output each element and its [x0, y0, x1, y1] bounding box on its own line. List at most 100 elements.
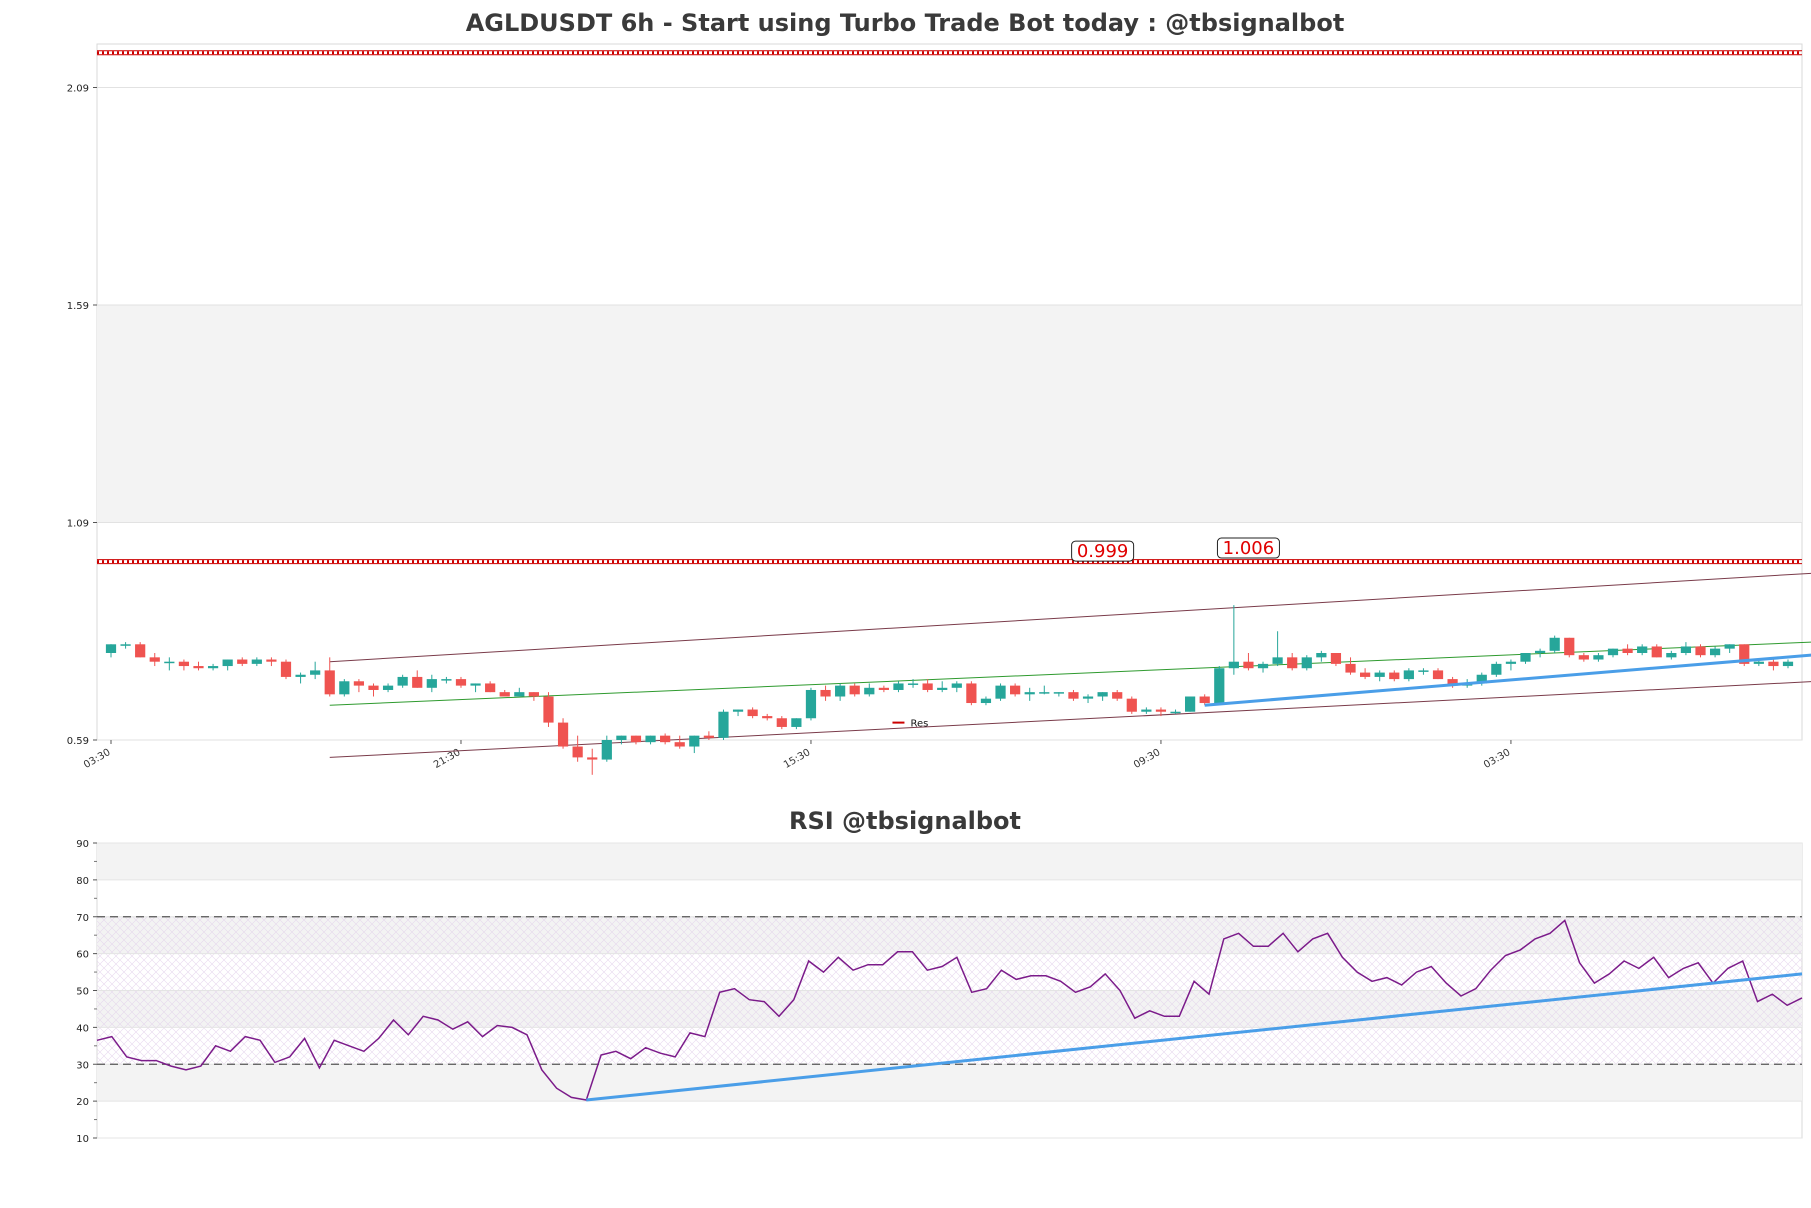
- candle-body: [1768, 661, 1779, 667]
- candle-body: [587, 757, 598, 760]
- candle-body: [1680, 646, 1692, 653]
- price-x-tick-label: 15:30: [782, 747, 812, 771]
- candle-body: [1709, 648, 1721, 656]
- candle-body: [368, 685, 379, 690]
- candle-body: [1578, 655, 1589, 660]
- support-trend-line: [1204, 653, 1811, 707]
- candle-body: [995, 685, 1006, 699]
- candle-body: [135, 644, 146, 658]
- candle-body: [412, 676, 423, 688]
- candle-body: [1476, 674, 1487, 684]
- candle-body: [1301, 657, 1312, 669]
- price-x-tick-label: 09:30: [1132, 747, 1162, 771]
- price-y-tick-label: 1.09: [67, 519, 89, 530]
- price-y-tick-label: 1.59: [67, 301, 89, 312]
- price-x-tick-label: 03:30: [82, 747, 112, 771]
- candle-body: [1695, 646, 1706, 656]
- candle-body: [966, 683, 977, 704]
- candle-body: [1345, 663, 1356, 673]
- candle-body: [1651, 646, 1662, 658]
- candle-body: [397, 676, 408, 686]
- candle-body: [1666, 653, 1677, 658]
- candle-body: [382, 685, 394, 690]
- channel-lower-line: [329, 681, 1811, 758]
- candle-body: [324, 670, 335, 695]
- price-annotation-label: 0.999: [1077, 541, 1129, 562]
- candle-body: [295, 674, 306, 677]
- candle-body: [1505, 661, 1517, 664]
- rsi-y-tick-label: 10: [76, 1134, 89, 1145]
- candle-body: [1185, 696, 1196, 712]
- candle-body: [980, 698, 992, 704]
- candle-body: [616, 735, 627, 740]
- candle-body: [1214, 668, 1225, 704]
- rsi-chart-panel: 10 20 30 40 50 60 70 80 90: [76, 839, 1803, 1145]
- rsi-line: [96, 919, 1803, 1101]
- candle-body: [776, 718, 787, 727]
- rsi-y-tick-label: 30: [76, 1060, 89, 1071]
- candle-body: [543, 696, 554, 723]
- rsi-band: [97, 843, 1802, 880]
- candle-body: [1155, 709, 1167, 712]
- candle-body: [514, 692, 525, 697]
- candle-body: [1782, 661, 1794, 667]
- candle-body: [601, 740, 612, 760]
- candle-body: [1374, 672, 1385, 677]
- candle-body: [1199, 696, 1210, 704]
- price-y-tick-label: 2.09: [67, 84, 89, 95]
- candle-body: [1316, 653, 1327, 658]
- price-x-tick-label: 03:30: [1482, 747, 1512, 771]
- candle-body: [1228, 661, 1239, 669]
- price-band: [97, 305, 1802, 523]
- candle-body: [1724, 644, 1735, 649]
- price-y-tick-label: 0.59: [67, 736, 89, 747]
- candle-body: [1607, 648, 1619, 656]
- candle-body: [703, 735, 714, 738]
- candle-body: [864, 687, 875, 695]
- candle-body: [1739, 644, 1750, 664]
- candle-body: [280, 661, 292, 677]
- price-annotation-box: [1071, 540, 1135, 562]
- candle-body: [747, 709, 758, 717]
- candle-body: [674, 742, 685, 747]
- candle-body: [1068, 692, 1079, 699]
- price-annotation-label: 1.006: [1223, 538, 1275, 559]
- candle-body: [1593, 655, 1604, 660]
- candle-body: [630, 735, 642, 743]
- candle-body: [528, 692, 539, 697]
- candle-body: [557, 722, 569, 747]
- candle-body: [937, 687, 948, 690]
- candle-body: [645, 735, 656, 743]
- candle-body: [1112, 692, 1123, 699]
- rsi-trend-line: [586, 972, 1803, 1102]
- rsi-band: [97, 1064, 1802, 1102]
- rsi-y-tick-label: 80: [76, 876, 89, 887]
- candle-body: [762, 716, 773, 719]
- rsi-y-tick-label: 20: [76, 1097, 89, 1108]
- candle-body: [1257, 663, 1269, 669]
- candle-body: [1753, 661, 1764, 664]
- candle-body: [149, 657, 160, 662]
- rsi-y-tick-label: 60: [76, 950, 89, 961]
- candle-body: [1447, 679, 1458, 686]
- candle-body: [1534, 650, 1546, 653]
- candle-body: [1432, 670, 1444, 680]
- candle-body: [689, 735, 700, 747]
- candle-body: [922, 683, 933, 690]
- rsi-chart-title: RSI @tbsignalbot: [789, 807, 1021, 835]
- channel-upper-line: [329, 572, 1811, 663]
- candle-body: [1082, 696, 1094, 699]
- candle-body: [499, 692, 510, 697]
- candle-body: [951, 683, 962, 688]
- candle-body: [222, 659, 233, 667]
- candle-body: [193, 666, 204, 669]
- candle-body: [1418, 670, 1429, 672]
- candle-body: [1097, 692, 1108, 697]
- candle-body: [1272, 657, 1283, 664]
- candle-body: [207, 666, 219, 669]
- candle-body: [893, 683, 904, 690]
- candle-body: [1389, 672, 1400, 680]
- candle-body: [441, 679, 452, 681]
- candle-body: [1170, 711, 1181, 714]
- candle-body: [1287, 657, 1298, 669]
